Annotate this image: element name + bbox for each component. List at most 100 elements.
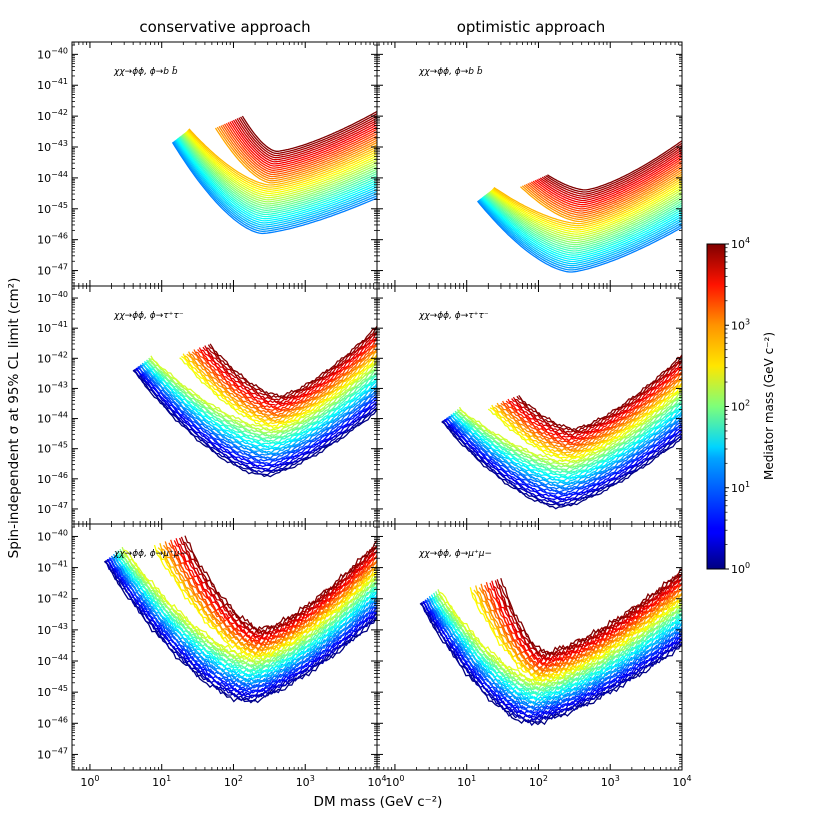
limit-curve <box>141 364 377 455</box>
limit-curve <box>485 193 682 248</box>
limit-curve <box>489 186 682 235</box>
limit-curve <box>186 130 377 192</box>
limit-curve <box>521 171 682 221</box>
colorbar-tick-label: 104 <box>731 236 750 251</box>
limit-curve <box>502 371 682 447</box>
limit-curve <box>218 126 377 180</box>
limit-curve <box>523 169 682 218</box>
y-tick-label: 10−42 <box>37 350 68 365</box>
limit-curve <box>198 337 377 409</box>
limit-curve <box>481 197 682 261</box>
y-tick-label: 10−42 <box>37 591 68 606</box>
limit-curve <box>180 135 377 209</box>
limit-curve <box>479 198 682 265</box>
y-tick-label: 10−46 <box>37 471 68 486</box>
limit-curve <box>482 196 682 256</box>
y-tick-label: 10−44 <box>37 411 68 426</box>
limit-curve <box>184 535 377 633</box>
limit-curve <box>136 367 377 468</box>
limit-curve <box>175 538 377 641</box>
limit-curve <box>483 195 682 254</box>
limit-curve <box>216 126 377 182</box>
channel-annotation: χχ→ϕϕ, ϕ→τ⁺τ⁻ <box>418 311 489 321</box>
limit-curve <box>106 558 377 698</box>
limit-curve <box>234 118 377 161</box>
y-tick-label: 10−45 <box>37 441 68 456</box>
limit-curve <box>491 383 682 458</box>
channel-annotation: χχ→ϕϕ, ϕ→μ⁺μ− <box>418 549 492 559</box>
limit-curve <box>438 593 682 686</box>
x-tick-label: 103 <box>601 774 620 789</box>
panel-r1-c0: 10−40 10−41 10−42 10−43 10−44 10−45 10−46 10−47… <box>37 285 378 525</box>
limit-curve <box>175 139 377 224</box>
limit-curve <box>541 146 682 197</box>
panel-r0-c0: 10−40 10−41 10−42 10−43 10−44 10−45 10−46 10−47… <box>37 41 378 287</box>
limit-curve <box>181 134 377 205</box>
limit-curve <box>170 539 377 646</box>
panel-r2-c0: 10−40 10−41 10−42 10−43 10−44 10−45 10−46 10−47… <box>37 523 378 771</box>
limit-curve <box>428 596 682 706</box>
y-tick-label: 10−44 <box>37 170 68 185</box>
limit-curve <box>214 127 377 184</box>
y-tick-label: 10−40 <box>37 528 68 543</box>
limit-curve <box>140 364 377 457</box>
limit-curve <box>529 162 682 212</box>
limit-curve <box>491 577 682 663</box>
limit-curve <box>174 140 377 228</box>
colorbar-tick-label: 102 <box>731 399 750 414</box>
channel-annotation: χχ→ϕϕ, ϕ→μ⁺μ− <box>113 549 187 559</box>
panel-frame <box>376 523 683 771</box>
colorbar-tick-label: 103 <box>731 317 750 332</box>
colorbar-tick-label: 101 <box>731 480 750 495</box>
limit-curve <box>204 331 377 404</box>
limit-curve <box>490 184 682 233</box>
y-tick-label: 10−41 <box>37 560 68 575</box>
x-tick-label: 104 <box>367 774 386 789</box>
limit-curve <box>426 597 682 711</box>
limit-curve <box>534 155 682 206</box>
limit-curve <box>488 191 682 240</box>
colorbar-tick-label: 100 <box>731 561 750 576</box>
limit-curve <box>108 557 377 694</box>
x-axis-label: DM mass (GeV c⁻²) <box>314 794 443 810</box>
y-tick-label: 10−45 <box>37 684 68 699</box>
limit-curve <box>232 119 377 163</box>
limit-curve <box>182 353 377 426</box>
colorbar-ticks: 104 103 102 101 100 <box>725 236 750 576</box>
limit-curve <box>487 192 682 242</box>
y-tick-label: 10−43 <box>37 139 68 154</box>
curves-group <box>171 110 377 235</box>
limit-curve <box>547 140 682 191</box>
limit-curve <box>136 367 377 467</box>
limit-curve <box>185 131 377 195</box>
limit-curve <box>115 552 377 681</box>
colorbar-gradient <box>706 243 726 570</box>
limit-curve <box>209 325 377 398</box>
channel-annotation: χχ→ϕϕ, ϕ→b b̄ <box>418 65 483 77</box>
panel-r2-c1: χχ→ϕϕ, ϕ→μ⁺μ− <box>376 523 683 771</box>
y-tick-label: 10−47 <box>37 746 68 761</box>
limit-curve <box>171 142 377 235</box>
limit-curve <box>443 419 682 504</box>
y-tick-label: 10−46 <box>37 232 68 247</box>
limit-curve <box>469 587 682 682</box>
limit-curve <box>530 160 682 210</box>
limit-curve <box>225 122 377 171</box>
y-tick-label: 10−45 <box>37 201 68 216</box>
limit-curve <box>493 175 682 225</box>
limit-curve <box>148 357 377 437</box>
limit-curve <box>132 369 377 478</box>
limit-curve <box>178 137 377 216</box>
limit-curve <box>187 129 377 190</box>
limit-curve <box>139 365 377 461</box>
colorbar: 104 103 102 101 100 Mediator mass (GeV c⁻²) <box>706 236 776 576</box>
y-tick-label: 10−44 <box>37 653 68 668</box>
limit-curve <box>238 115 377 157</box>
y-tick-label: 10−40 <box>37 290 68 305</box>
limit-curve <box>223 123 377 173</box>
limit-curve <box>448 415 682 490</box>
limit-curve <box>452 408 682 482</box>
y-tick-label: 10−40 <box>37 46 68 61</box>
limit-curve <box>229 121 377 167</box>
